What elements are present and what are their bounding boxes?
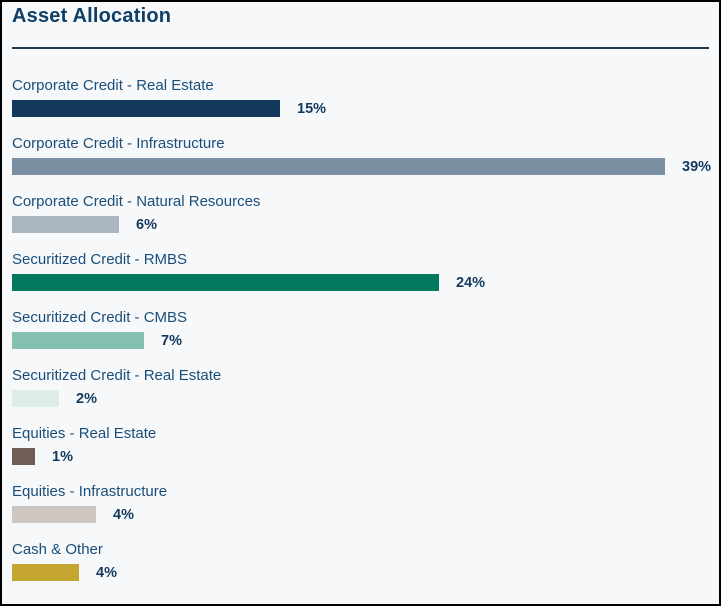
bar-securitized-credit-real-estate xyxy=(12,390,59,407)
value-label: 15% xyxy=(297,100,327,117)
value-label: 39% xyxy=(682,158,712,175)
chart-row: Cash & Other 4% xyxy=(12,541,709,581)
bar-equities-infrastructure xyxy=(12,506,96,523)
title-divider xyxy=(12,47,709,49)
bar-corporate-credit-natural-resources xyxy=(12,216,119,233)
category-label: Cash & Other xyxy=(12,541,103,558)
chart-row: Corporate Credit - Real Estate 15% xyxy=(12,77,709,117)
category-label: Securitized Credit - RMBS xyxy=(12,251,188,268)
chart-row: Corporate Credit - Infrastructure 39% xyxy=(12,135,712,175)
category-label: Corporate Credit - Natural Resources xyxy=(12,193,261,210)
bar-corporate-credit-real-estate xyxy=(12,100,280,117)
chart-row: Equities - Real Estate 1% xyxy=(12,425,709,465)
category-label: Equities - Real Estate xyxy=(12,425,157,442)
bar-chart: Corporate Credit - Real Estate 15% Corpo… xyxy=(12,77,712,581)
bar-corporate-credit-infrastructure xyxy=(12,158,665,175)
category-label: Securitized Credit - Real Estate xyxy=(12,367,222,384)
bar-cash-and-other xyxy=(12,564,79,581)
value-label: 6% xyxy=(136,216,157,233)
bar-securitized-credit-rmbs xyxy=(12,274,439,291)
value-label: 4% xyxy=(96,564,117,581)
chart-row: Corporate Credit - Natural Resources 6% xyxy=(12,193,709,233)
chart-row: Equities - Infrastructure 4% xyxy=(12,483,709,523)
chart-row: Securitized Credit - CMBS 7% xyxy=(12,309,709,349)
category-label: Corporate Credit - Infrastructure xyxy=(12,135,225,152)
category-label: Equities - Infrastructure xyxy=(12,483,168,500)
category-label: Corporate Credit - Real Estate xyxy=(12,77,214,94)
category-label: Securitized Credit - CMBS xyxy=(12,309,188,326)
value-label: 1% xyxy=(52,448,73,465)
value-label: 2% xyxy=(76,390,97,407)
value-label: 4% xyxy=(113,506,134,523)
value-label: 24% xyxy=(456,274,486,291)
bar-equities-real-estate xyxy=(12,448,35,465)
chart-row: Securitized Credit - RMBS 24% xyxy=(12,251,709,291)
bar-securitized-credit-cmbs xyxy=(12,332,144,349)
value-label: 7% xyxy=(161,332,182,349)
page-title: Asset Allocation xyxy=(12,5,172,27)
chart-row: Securitized Credit - Real Estate 2% xyxy=(12,367,709,407)
